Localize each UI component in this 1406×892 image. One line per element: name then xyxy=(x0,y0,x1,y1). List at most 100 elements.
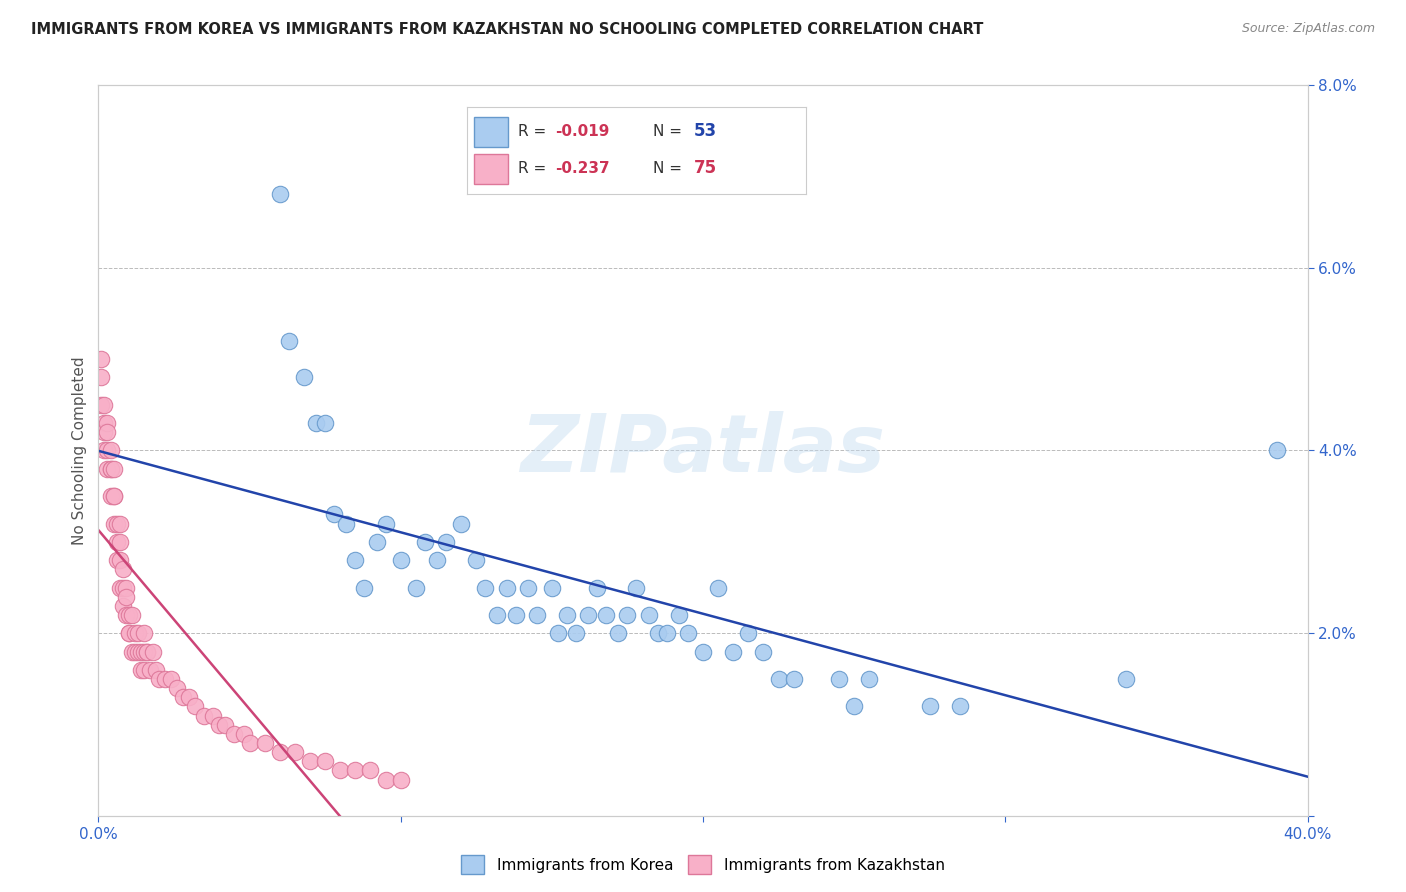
Point xyxy=(783,672,806,686)
Y-axis label: No Schooling Completed: No Schooling Completed xyxy=(72,356,87,545)
Point xyxy=(90,398,112,412)
Point xyxy=(366,535,388,549)
Point xyxy=(135,644,157,658)
Point xyxy=(595,608,617,623)
Point xyxy=(111,581,134,595)
Point xyxy=(108,581,131,595)
Point xyxy=(329,764,352,778)
Point xyxy=(142,644,165,658)
Point xyxy=(100,443,122,458)
Point xyxy=(737,626,759,640)
Point xyxy=(93,425,115,439)
Point xyxy=(647,626,669,640)
Point xyxy=(374,772,396,787)
Point xyxy=(949,699,972,714)
Point xyxy=(335,516,357,531)
Point xyxy=(299,755,322,769)
Point xyxy=(626,581,648,595)
Point xyxy=(692,644,714,658)
Point xyxy=(135,644,157,658)
Point xyxy=(127,626,149,640)
Text: Source: ZipAtlas.com: Source: ZipAtlas.com xyxy=(1241,22,1375,36)
Point xyxy=(655,626,678,640)
Point xyxy=(474,581,496,595)
Point xyxy=(353,581,375,595)
Point xyxy=(118,608,141,623)
Point xyxy=(105,553,128,567)
Point xyxy=(389,553,412,567)
Point xyxy=(114,581,136,595)
Point xyxy=(405,581,427,595)
Point xyxy=(93,398,115,412)
Point xyxy=(90,370,112,384)
Point xyxy=(565,626,588,640)
Point xyxy=(145,663,167,677)
Point xyxy=(292,370,315,384)
Point xyxy=(111,562,134,576)
Point xyxy=(100,489,122,503)
Point xyxy=(202,708,225,723)
Point xyxy=(179,690,201,705)
Point xyxy=(668,608,690,623)
Point xyxy=(103,462,125,476)
Point xyxy=(239,736,262,750)
Point xyxy=(918,699,941,714)
Point xyxy=(132,644,155,658)
Point xyxy=(108,553,131,567)
Point xyxy=(153,672,176,686)
Point xyxy=(224,727,246,741)
Point xyxy=(253,736,276,750)
Point xyxy=(413,535,436,549)
Point xyxy=(269,745,291,759)
Point xyxy=(426,553,449,567)
Point xyxy=(616,608,638,623)
Point xyxy=(124,644,146,658)
Point xyxy=(132,626,155,640)
Point xyxy=(114,608,136,623)
Point xyxy=(323,508,346,522)
Point xyxy=(389,772,412,787)
Point xyxy=(607,626,630,640)
Point xyxy=(132,663,155,677)
Legend: Immigrants from Korea, Immigrants from Kazakhstan: Immigrants from Korea, Immigrants from K… xyxy=(456,849,950,880)
Point xyxy=(526,608,548,623)
Point xyxy=(96,443,118,458)
Point xyxy=(752,644,775,658)
Point xyxy=(121,644,143,658)
Point xyxy=(232,727,254,741)
Point xyxy=(96,416,118,430)
Point xyxy=(90,351,112,366)
Point xyxy=(486,608,509,623)
Point xyxy=(103,489,125,503)
Point xyxy=(344,764,367,778)
Point xyxy=(100,462,122,476)
Point xyxy=(129,644,152,658)
Point xyxy=(305,416,328,430)
Point xyxy=(314,755,336,769)
Point xyxy=(344,553,367,567)
Point xyxy=(723,644,745,658)
Point xyxy=(540,581,562,595)
Point xyxy=(707,581,730,595)
Point xyxy=(160,672,183,686)
Point xyxy=(111,599,134,613)
Point xyxy=(586,581,609,595)
Point xyxy=(129,663,152,677)
Point xyxy=(108,516,131,531)
Point xyxy=(148,672,170,686)
Point xyxy=(214,717,236,731)
Point xyxy=(828,672,851,686)
Point xyxy=(105,535,128,549)
Point xyxy=(193,708,215,723)
Point xyxy=(505,608,527,623)
Point xyxy=(96,462,118,476)
Point xyxy=(269,187,291,202)
Point xyxy=(516,581,538,595)
Point xyxy=(547,626,569,640)
Point xyxy=(495,581,517,595)
Point xyxy=(124,626,146,640)
Point xyxy=(676,626,699,640)
Point xyxy=(96,425,118,439)
Point xyxy=(374,516,396,531)
Point xyxy=(139,663,162,677)
